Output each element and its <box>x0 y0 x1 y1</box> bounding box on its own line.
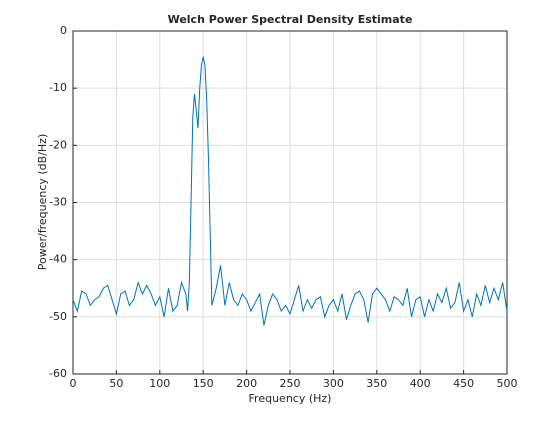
chart-title: Welch Power Spectral Density Estimate <box>168 13 413 26</box>
y-tick-label: -50 <box>49 310 67 323</box>
data-line <box>72 56 508 326</box>
x-tick-label: 150 <box>193 377 214 390</box>
y-tick-label: 0 <box>60 24 67 37</box>
x-axis-label: Frequency (Hz) <box>249 392 332 405</box>
x-tick-label: 200 <box>236 377 257 390</box>
plot-frame <box>72 30 508 375</box>
x-tick-label: 0 <box>70 377 77 390</box>
x-tick-label: 100 <box>149 377 170 390</box>
y-tick-label: -40 <box>49 253 67 266</box>
y-tick-label: -10 <box>49 81 67 94</box>
x-tick-label: 300 <box>323 377 344 390</box>
x-tick-label: 250 <box>280 377 301 390</box>
y-tick-label: -30 <box>49 196 67 209</box>
x-tick-label: 400 <box>410 377 431 390</box>
y-tick-label: -20 <box>49 138 67 151</box>
x-tick-label: 500 <box>497 377 518 390</box>
y-tick-label: -60 <box>49 367 67 380</box>
y-axis-label: Power/frequency (dB/Hz) <box>36 134 49 271</box>
x-tick-label: 350 <box>366 377 387 390</box>
x-tick-label: 450 <box>453 377 474 390</box>
x-tick-label: 50 <box>109 377 123 390</box>
